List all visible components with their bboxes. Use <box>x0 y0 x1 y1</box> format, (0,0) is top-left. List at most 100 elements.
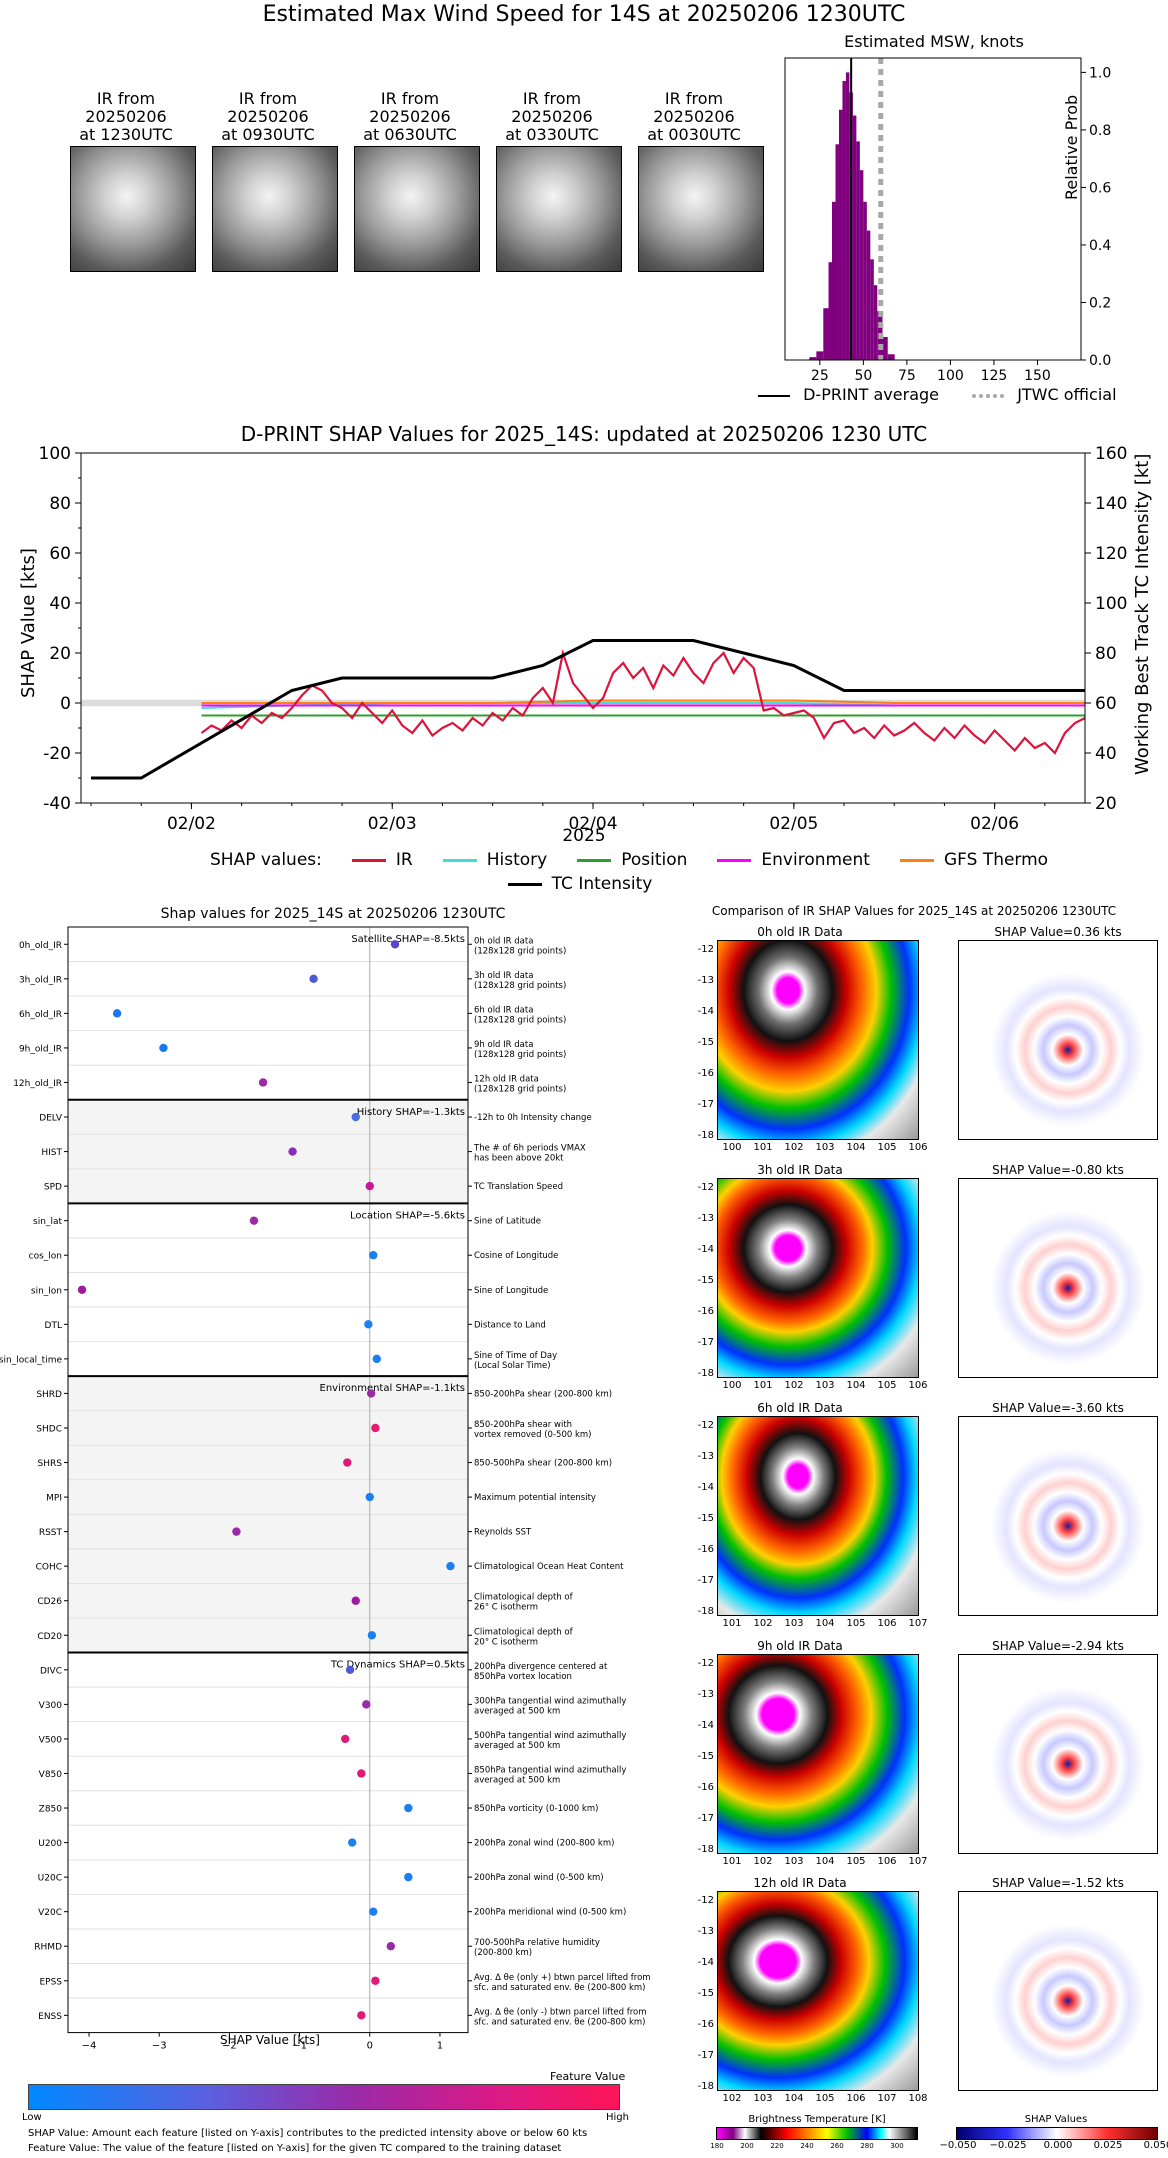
ts-xtick-label: 02/02 <box>167 814 216 834</box>
ir-data-image <box>717 1891 919 2091</box>
ir-xtick-label: 103 <box>784 1618 804 1629</box>
ts-ytick-label: 80 <box>49 494 71 514</box>
feature-shap-dot <box>386 1942 396 1951</box>
bar-xtick-label: 0 <box>367 2041 373 2050</box>
bar-xtick-label: 1 <box>437 2041 443 2050</box>
compare-title: Comparison of IR SHAP Values for 2025_14… <box>711 904 1117 918</box>
bt-colorbar-label: Brightness Temperature [K] <box>748 2114 886 2125</box>
ir-xtick-label: 103 <box>815 1380 835 1391</box>
shap-colorbar-label: SHAP Values <box>1024 2114 1088 2125</box>
ir-ytick-label: -14 <box>697 1720 714 1731</box>
msw-legend: D-PRINT average JTWC official <box>758 385 1117 404</box>
feature-shap-dot <box>77 1285 87 1294</box>
msw-bar <box>809 357 817 360</box>
ir-ytick-label: -15 <box>697 1037 714 1048</box>
ir-thumb-caption-line: 20250206 <box>85 107 167 126</box>
bar-frame <box>67 926 469 2034</box>
feature-shap-dot <box>357 2011 366 2020</box>
msw-bar <box>866 230 871 360</box>
bar-xlabel: SHAP Value [kts] <box>220 2033 320 2047</box>
ir-panel-title: 6h old IR Data <box>757 1401 843 1415</box>
footnote-shap: SHAP Value: Amount each feature [listed … <box>28 2128 588 2139</box>
feature-desc-label: (200-800 km) <box>474 1948 532 1958</box>
feature-shap-dot <box>258 1078 268 1087</box>
feature-shap-dot <box>369 1907 378 1916</box>
feature-desc-label: 26° C isotherm <box>474 1603 538 1613</box>
group-label: Satellite SHAP=-8.5kts <box>351 934 465 945</box>
msw-bar <box>852 115 857 361</box>
ir-ytick-label: -14 <box>697 1006 714 1017</box>
ir-xtick-label: 102 <box>722 2093 742 2104</box>
ir-thumb-caption-line: at 0930UTC <box>221 125 315 144</box>
shap-heatmap-image <box>958 940 1158 1140</box>
shap-panel-title: SHAP Value=0.36 kts <box>994 925 1122 939</box>
feature-shap-dot <box>357 1769 366 1778</box>
feature-shap-dot <box>404 1803 413 1813</box>
msw-xtick-label: 100 <box>937 368 964 384</box>
colorbar-low: Low <box>22 2112 42 2123</box>
shap-colorbar-tick: −0.050 <box>939 2140 977 2151</box>
msw-ytick-label: 0.4 <box>1089 238 1111 254</box>
bt-colorbar-tick: 300 <box>890 2142 904 2150</box>
ir-ytick-label: -16 <box>697 1544 714 1555</box>
ir-xtick-label: 102 <box>753 1856 773 1867</box>
ts-ytick-right-label: 160 <box>1095 444 1127 464</box>
feature-shap-dot <box>372 1354 381 1364</box>
ts-ytick-right-label: 20 <box>1095 794 1117 814</box>
msw-ytick-label: 0.0 <box>1089 353 1111 369</box>
ts-legend-label: Environment <box>761 850 870 870</box>
feature-shap-dot <box>362 1700 371 1709</box>
ts-ytick-label: -20 <box>43 744 71 764</box>
feature-name-label: DELV <box>39 1114 63 1124</box>
ir-xtick-label: 103 <box>753 2093 773 2104</box>
shap-timeseries-chart: -40 -20 0 20 40 60 80 100 20 40 60 80 100 120 140 160 02… <box>39 444 1128 834</box>
msw-bar <box>873 285 878 360</box>
feature-name-label: SHRD <box>36 1390 62 1400</box>
ir-thumb-image <box>638 146 764 272</box>
feature-shap-scatter: Satellite SHAP=-8.5kts History SHAP=-1.3k… <box>0 926 651 2050</box>
feature-name-label: Z850 <box>39 1805 63 1815</box>
ir-xtick-label: 101 <box>753 1142 773 1153</box>
msw-bar <box>870 259 874 360</box>
shap-panel-title: SHAP Value=-2.94 kts <box>992 1639 1124 1653</box>
ts-legend-label: History <box>486 850 548 870</box>
feature-desc-label: 200hPa divergence centered at <box>474 1662 608 1672</box>
feature-shap-dot <box>367 1631 377 1640</box>
feature-shap-dot <box>351 1112 360 1122</box>
feature-desc-label: Avg. Δ θe (only -) btwn parcel lifted fr… <box>474 2007 647 2017</box>
feature-desc-label: Climatological Ocean Heat Content <box>474 1562 624 1572</box>
ir-xtick-label: 106 <box>877 1856 897 1867</box>
ir-ytick-label: -15 <box>697 1988 714 1999</box>
ir-thumb-image <box>354 146 480 272</box>
ir-data-image <box>717 1178 919 1378</box>
ir-thumb-caption-line: 20250206 <box>653 107 735 126</box>
legend-jtwc-swatch <box>972 393 1005 398</box>
ir-thumb-caption-line: 20250206 <box>511 107 593 126</box>
feature-desc-label: Distance to Land <box>474 1320 546 1330</box>
ir-panel-title: 3h old IR Data <box>757 1163 843 1177</box>
colorbar-title: Feature Value <box>550 2070 626 2083</box>
ir-xtick-label: 103 <box>815 1142 835 1153</box>
feature-desc-label: TC Translation Speed <box>473 1182 563 1192</box>
ir-xtick-label: 102 <box>784 1142 804 1153</box>
bt-colorbar-tick: 220 <box>770 2142 784 2150</box>
ir-panel-title: 9h old IR Data <box>757 1639 843 1653</box>
feature-name-label: 9h_old_IR <box>19 1044 62 1054</box>
feature-desc-label: 850-200hPa shear (200-800 km) <box>474 1389 612 1399</box>
ts-ylabel-left: SHAP Value [kts] <box>18 548 39 698</box>
feature-shap-dot <box>340 1734 350 1744</box>
group-label: History SHAP=-1.3kts <box>357 1107 465 1118</box>
ts-ytick-label: 40 <box>49 594 71 614</box>
ir-thumb-caption: IR from 20250206 at 1230UTC <box>56 90 196 144</box>
ir-xtick-label: 101 <box>722 1618 742 1629</box>
ir-thumb-caption-line: at 0330UTC <box>505 125 599 144</box>
ir-xtick-label: 104 <box>784 2093 804 2104</box>
ts-xtick-label: 02/03 <box>368 814 417 834</box>
msw-title: Estimated MSW, knots <box>844 32 1024 51</box>
ts-legend-label: TC Intensity <box>551 874 653 894</box>
feature-colorbar <box>28 2084 620 2110</box>
feature-name-label: U200 <box>38 1839 62 1849</box>
ir-xtick-label: 107 <box>908 1618 928 1629</box>
ts-legend-row: TC Intensity <box>150 874 1010 894</box>
feature-desc-label: 3h old IR data <box>474 971 533 981</box>
